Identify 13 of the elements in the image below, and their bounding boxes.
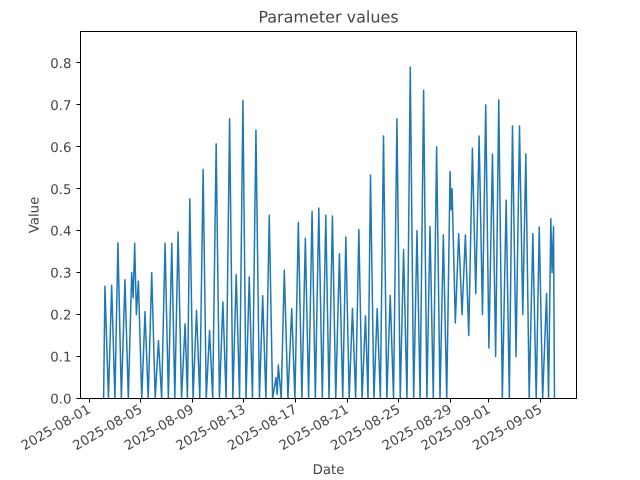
y-tick-label: 0.6	[50, 140, 72, 156]
y-tick-label: 0.1	[50, 350, 72, 366]
line-series	[102, 66, 556, 398]
y-tick-label: 0.2	[50, 308, 72, 324]
y-tick-label: 0.7	[50, 98, 72, 114]
y-tick-label: 0.8	[50, 56, 72, 72]
y-axis-title: Value	[27, 196, 42, 234]
x-axis-title: Date	[312, 462, 344, 478]
y-tick-label: 0.5	[50, 182, 72, 198]
y-tick-label: 0.3	[50, 266, 72, 282]
chart-title: Parameter values	[258, 8, 399, 26]
y-tick-label: 0.0	[50, 392, 72, 408]
y-tick-label: 0.4	[50, 224, 72, 240]
